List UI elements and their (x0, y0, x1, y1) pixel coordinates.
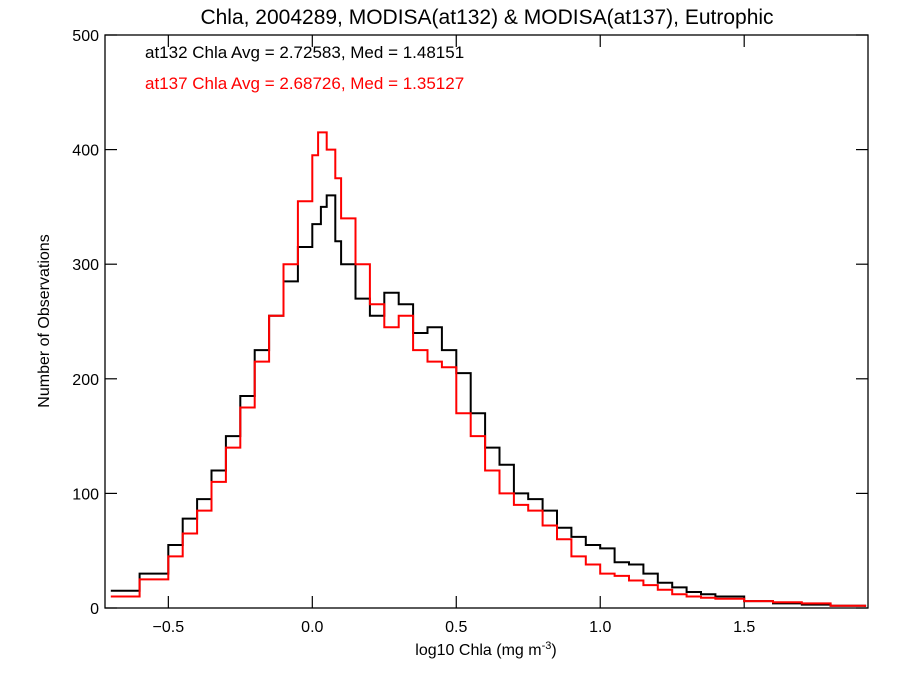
y-axis-ticks: 0 100 200 300 400 500 (72, 28, 868, 618)
series-line-0 (110, 194, 867, 607)
x-axis-label-superscript: -3 (542, 640, 552, 652)
plot-area: −0.5 0.0 0.5 1.0 1.5 0 100 200 300 400 500 (72, 28, 869, 636)
y-tick-label: 500 (72, 28, 99, 45)
x-axis-label: log10 Chla (mg m-3) (415, 640, 556, 659)
x-tick-label: −0.5 (153, 619, 185, 636)
plot-frame (104, 34, 869, 609)
x-tick-label: 1.0 (589, 619, 611, 636)
x-tick-label: 0.0 (301, 619, 323, 636)
legend-annotation-at137: at137 Chla Avg = 2.68726, Med = 1.35127 (145, 74, 464, 93)
series-layer (110, 131, 867, 607)
legend-annotation-at132: at132 Chla Avg = 2.72583, Med = 1.48151 (145, 43, 464, 62)
y-axis-label: Number of Observations (36, 234, 53, 407)
chart-title: Chla, 2004289, MODISA(at132) & MODISA(at… (200, 6, 773, 29)
y-tick-label: 0 (90, 601, 99, 618)
y-tick-label: 200 (72, 372, 99, 389)
y-tick-label: 400 (72, 143, 99, 160)
y-tick-label: 300 (72, 257, 99, 274)
y-tick-label: 100 (72, 486, 99, 503)
series-line-1 (110, 131, 867, 607)
x-tick-label: 1.5 (733, 619, 755, 636)
x-axis-ticks: −0.5 0.0 0.5 1.0 1.5 (153, 35, 755, 636)
x-tick-label: 0.5 (445, 619, 467, 636)
